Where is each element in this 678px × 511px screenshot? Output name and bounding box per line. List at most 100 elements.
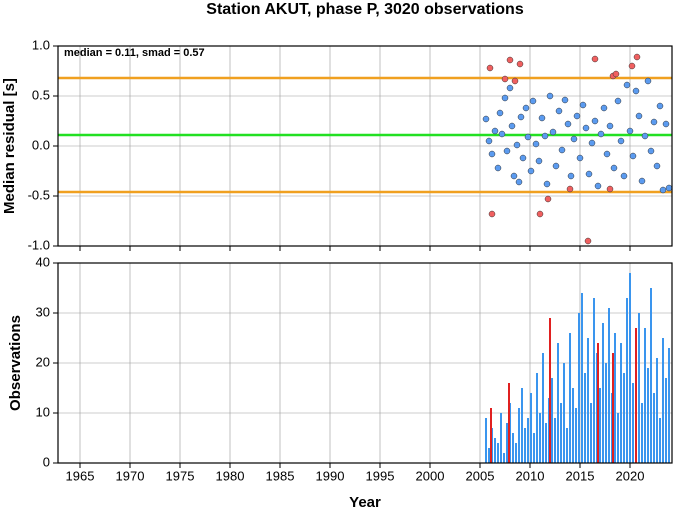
point [603,150,611,158]
point [482,115,490,123]
bar [659,418,661,463]
point [633,53,641,61]
x-tick-label: 1970 [116,468,145,483]
point [503,147,511,155]
y-tick-label: -1.0 [28,237,50,252]
bar [512,433,514,463]
point [508,122,516,130]
point [516,60,524,68]
bar [647,368,649,463]
bar [524,428,526,463]
point [656,102,664,110]
point [515,178,523,186]
point [519,154,527,162]
bar [617,413,619,463]
point [491,127,499,135]
point [623,81,631,89]
bar [623,373,625,463]
point [647,147,655,155]
bar [530,393,532,463]
y-axis-label: Median residual [s] [1,78,18,214]
bar [539,413,541,463]
point [638,177,646,185]
point [506,84,514,92]
point [612,70,620,78]
bar [584,373,586,463]
point [566,185,574,193]
point [522,104,530,112]
point [485,137,493,145]
point [610,164,618,172]
point [544,195,552,203]
point [665,184,673,192]
bar [545,423,547,463]
bar [641,403,643,463]
plot-frame [57,262,673,464]
point [517,113,525,121]
point [629,152,637,160]
point [564,120,572,128]
bar [612,353,614,463]
bar [614,333,616,463]
point [617,137,625,145]
point [524,133,532,141]
point [597,130,605,138]
point [510,172,518,180]
bar [500,413,502,463]
chart-title: Station AKUT, phase P, 3020 observations [206,1,524,18]
point [591,117,599,125]
x-tick-label: 2000 [416,468,445,483]
bar [572,388,574,463]
point [529,97,537,105]
point [511,77,519,85]
point [659,186,667,194]
point [628,62,636,70]
bar [566,428,568,463]
point [496,109,504,117]
y-tick-label: 10 [36,404,50,419]
bar [497,443,499,463]
bar [620,343,622,463]
point [549,128,557,136]
point [538,114,546,122]
x-tick-label: 1990 [316,468,345,483]
bar [490,408,492,463]
bar [626,298,628,463]
bar [587,338,589,463]
x-tick-label: 2010 [516,468,545,483]
point [570,135,578,143]
point [513,141,521,149]
bar [605,363,607,463]
bar [665,378,667,463]
x-tick-label: 1995 [366,468,395,483]
x-tick-label: 1985 [266,468,295,483]
point [584,237,592,245]
point [527,167,535,175]
x-axis-label: Year [349,494,381,511]
point [579,101,587,109]
point [644,77,652,85]
point [591,55,599,63]
y-tick-label: 1.0 [32,37,50,52]
bar [494,438,496,463]
bar [644,328,646,463]
y-tick-label: 30 [36,304,50,319]
bar [593,298,595,463]
point [614,97,622,105]
point [558,146,566,154]
point [536,210,544,218]
x-tick-label: 1980 [216,468,245,483]
bar [554,418,556,463]
bar [518,408,520,463]
point [546,92,554,100]
bar [557,343,559,463]
bar [638,313,640,463]
annotation: median = 0.11, smad = 0.57 [64,47,205,59]
point [488,150,496,158]
point [632,87,640,95]
point [532,140,540,148]
bar [656,358,658,463]
bar [485,418,487,463]
point [576,154,584,162]
x-tick-label: 2020 [616,468,645,483]
